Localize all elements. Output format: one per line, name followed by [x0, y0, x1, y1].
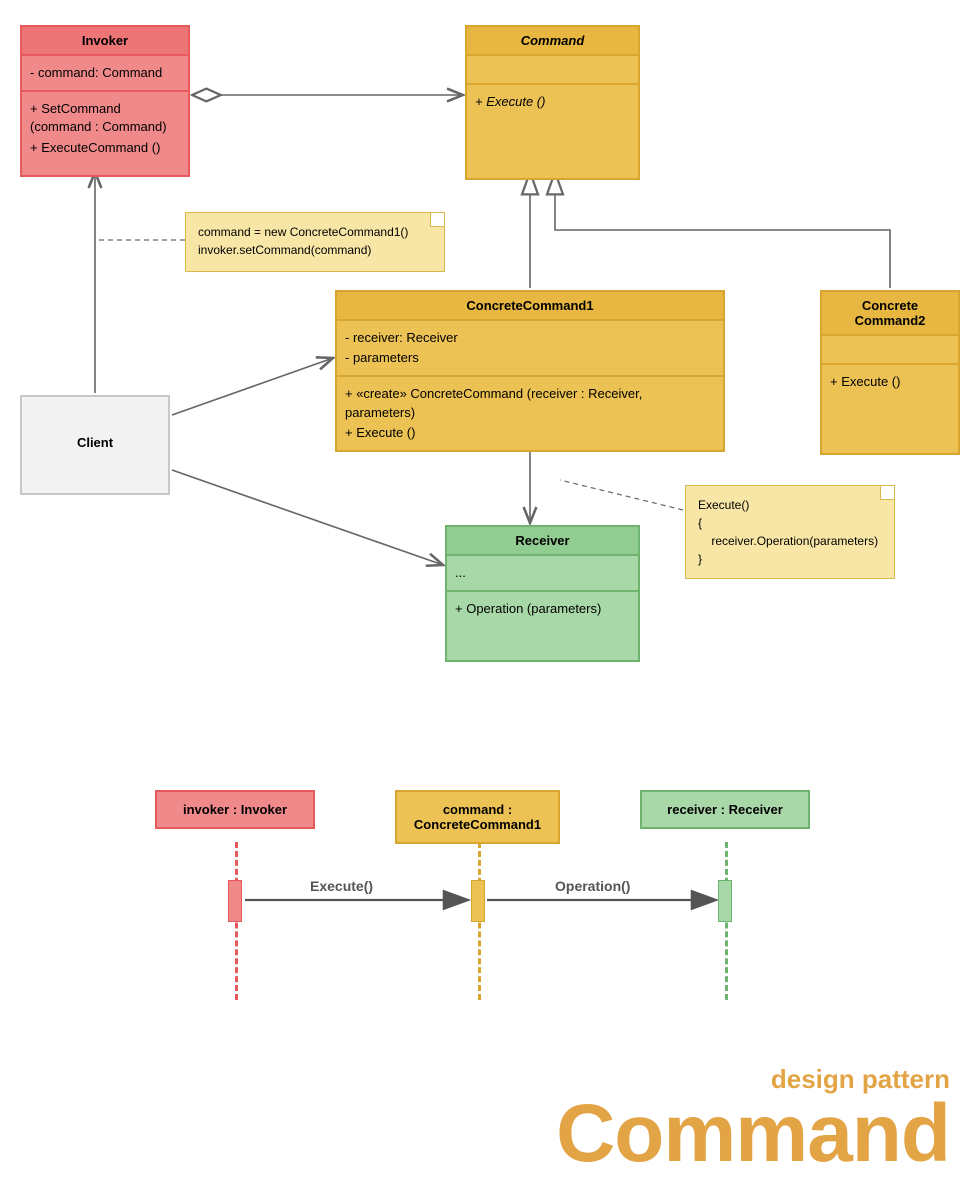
note-execute-body: Execute(){ receiver.Operation(parameters…	[685, 485, 895, 579]
class-ops: + Operation (parameters)	[447, 592, 638, 660]
class-attrs: - receiver: Receiver- parameters	[337, 321, 723, 377]
class-concrete2: Concrete Command2 + Execute ()	[820, 290, 960, 455]
class-ops: + «create» ConcreteCommand (receiver : R…	[337, 377, 723, 450]
class-ops: + Execute ()	[822, 365, 958, 453]
activation-invoker	[228, 880, 242, 922]
seq-participant-command: command : ConcreteCommand1	[395, 790, 560, 844]
class-attrs: ...	[447, 556, 638, 592]
class-title: Command	[467, 27, 638, 56]
seq-participant-receiver: receiver : Receiver	[640, 790, 810, 829]
seq-msg-operation: Operation()	[555, 878, 630, 894]
title-main: Command	[556, 1095, 950, 1173]
class-command: Command + Execute ()	[465, 25, 640, 180]
class-attrs: - command: Command	[22, 56, 188, 92]
class-title: ConcreteCommand1	[337, 292, 723, 321]
class-attrs	[467, 56, 638, 85]
seq-participant-invoker: invoker : Invoker	[155, 790, 315, 829]
note-client-code: command = new ConcreteCommand1()invoker.…	[185, 212, 445, 272]
class-ops: + SetCommand (command : Command)+ Execut…	[22, 92, 188, 175]
activation-receiver	[718, 880, 732, 922]
class-invoker: Invoker- command: Command+ SetCommand (c…	[20, 25, 190, 177]
diagram-canvas: command = new ConcreteCommand1()invoker.…	[0, 0, 980, 1193]
activation-command	[471, 880, 485, 922]
class-client: Client	[20, 395, 170, 495]
class-title: Concrete Command2	[822, 292, 958, 336]
class-ops: + Execute ()	[467, 85, 638, 178]
class-attrs	[822, 336, 958, 365]
class-receiver: Receiver...+ Operation (parameters)	[445, 525, 640, 662]
class-title: Client	[22, 397, 168, 456]
diagram-title: design pattern Command	[556, 1064, 950, 1173]
class-title: Receiver	[447, 527, 638, 556]
class-concrete1: ConcreteCommand1- receiver: Receiver- pa…	[335, 290, 725, 452]
class-title: Invoker	[22, 27, 188, 56]
seq-msg-execute: Execute()	[310, 878, 373, 894]
